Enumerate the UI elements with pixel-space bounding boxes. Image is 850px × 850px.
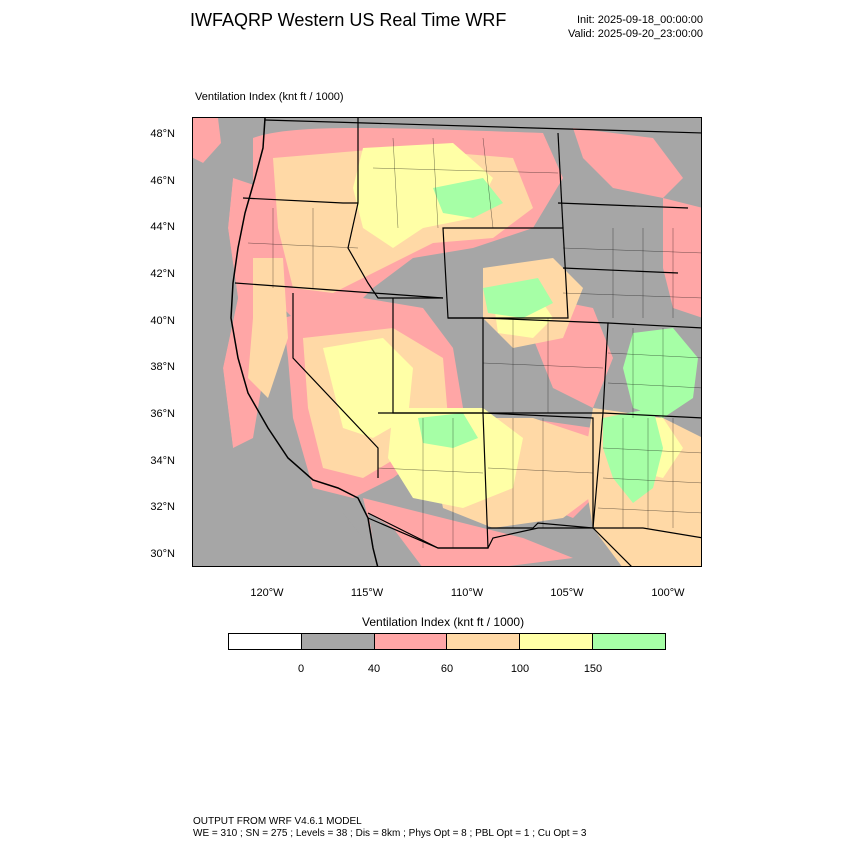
colorbar-tick-40: 40 [367,663,381,675]
colorbar-bin-0-40 [301,634,375,649]
state-boundaries [234,118,701,566]
init-time: Init: 2025-09-18_00:00:00 [577,14,703,26]
colorbar-tick-100: 100 [510,663,530,675]
county-boundaries [247,137,701,548]
lon-label-100w: 100°W [651,587,685,599]
gulf-of-california [368,513,422,566]
colorbar-bin-100-150 [520,634,594,649]
map-subtitle: Ventilation Index (knt ft / 1000) [195,91,344,103]
colorbar-tick-150: 150 [583,663,603,675]
lat-label-40n: 40°N [150,315,175,327]
lat-label-42n: 42°N [150,268,175,280]
colorbar-title: Ventilation Index (knt ft / 1000) [362,615,525,629]
plot-title: IWFAQRP Western US Real Time WRF [190,10,507,30]
colorbar-bin-150-plus [593,634,665,649]
lat-label-48n: 48°N [150,128,175,140]
colorbar-bin-40-60 [374,634,448,649]
lat-label-44n: 44°N [150,221,175,233]
lat-label-34n: 34°N [150,455,175,467]
model-info-line1: OUTPUT FROM WRF V4.6.1 MODEL [193,816,362,827]
valid-time: Valid: 2025-09-20_23:00:00 [568,28,703,40]
colorbar-tick-0: 0 [297,663,305,675]
pacific-coastline [230,118,379,566]
colorbar [228,633,666,650]
colorbar-tick-60: 60 [440,663,454,675]
lon-label-120w: 120°W [250,587,284,599]
lon-label-105w: 105°W [550,587,584,599]
lon-label-115w: 115°W [350,587,384,599]
lat-label-30n: 30°N [150,548,175,560]
ocean-region [193,158,368,566]
lon-label-110w: 110°W [450,587,484,599]
lat-label-46n: 46°N [150,175,175,187]
lat-label-32n: 32°N [150,501,175,513]
map-panel [192,117,702,567]
ventilation-map [193,118,701,566]
colorbar-bin-60-100 [447,634,521,649]
model-info-line2: WE = 310 ; SN = 275 ; Levels = 38 ; Dis … [193,828,587,839]
lat-label-36n: 36°N [150,408,175,420]
colorbar-bin-below-0 [229,634,302,649]
lat-label-38n: 38°N [150,361,175,373]
